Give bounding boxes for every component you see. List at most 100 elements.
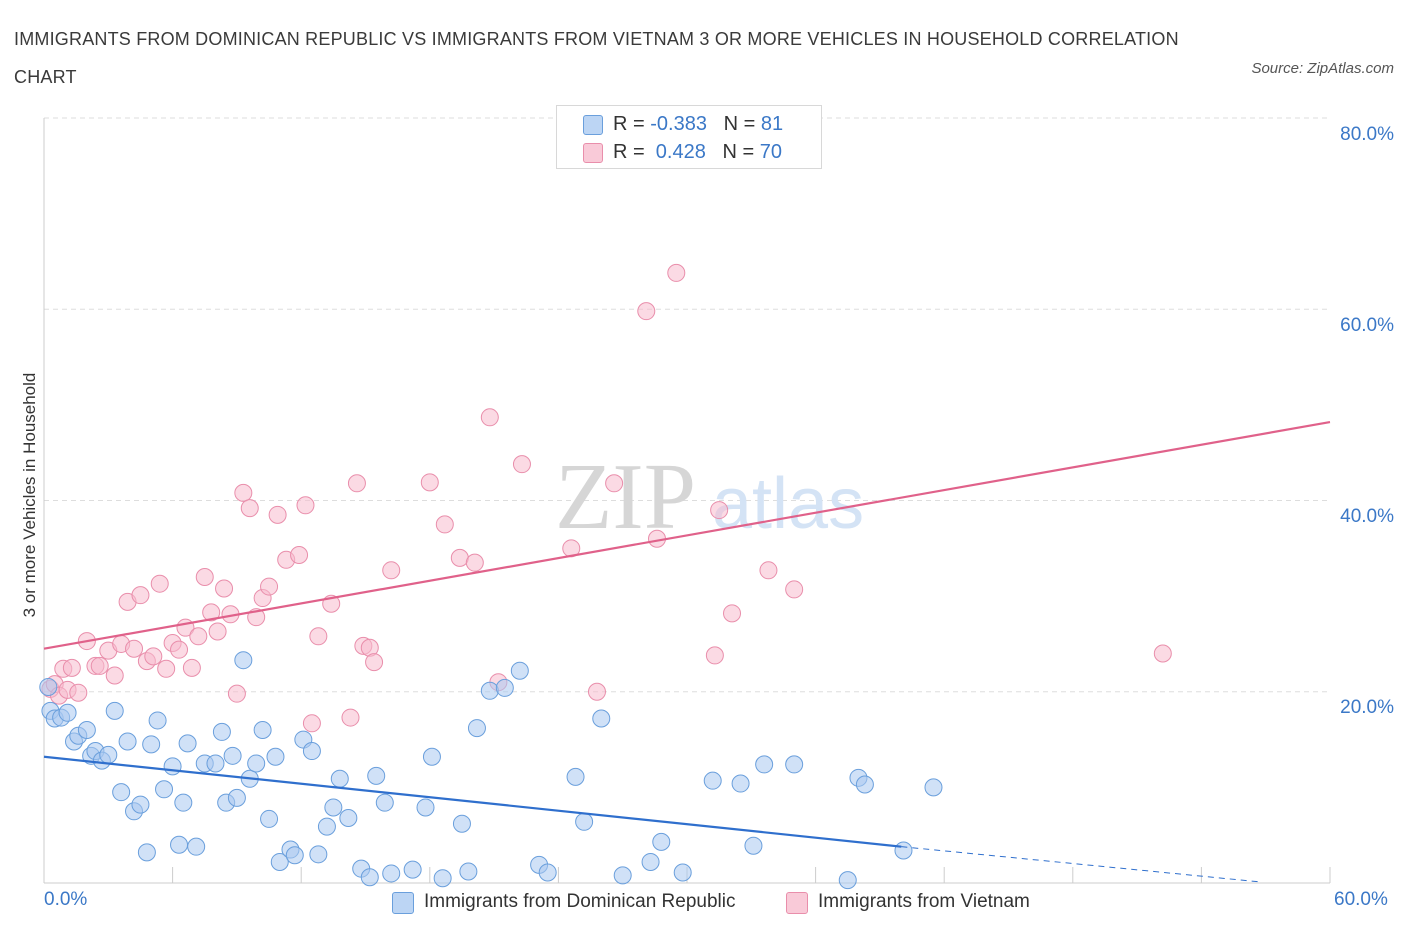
dominican-point bbox=[142, 735, 161, 754]
dominican-point bbox=[575, 812, 594, 831]
dominican-point bbox=[339, 808, 358, 827]
legend-r-value: 0.428 bbox=[650, 141, 706, 163]
dominican-point bbox=[131, 795, 150, 814]
dominican-point bbox=[234, 651, 253, 670]
vietnam-point bbox=[296, 496, 315, 515]
legend-n-value: 81 bbox=[760, 113, 784, 135]
vietnam-point bbox=[131, 586, 150, 605]
dominican-point bbox=[452, 814, 471, 833]
dominican-point bbox=[148, 711, 167, 730]
dominican-point bbox=[302, 742, 321, 761]
vietnam-point bbox=[420, 473, 439, 492]
vietnam-point bbox=[341, 708, 360, 727]
vietnam-point bbox=[105, 666, 124, 685]
legend-swatch-blue bbox=[583, 115, 603, 135]
legend-row-dominican: R = -0.383 N = 81 bbox=[583, 111, 783, 137]
dominican-point bbox=[112, 783, 131, 802]
dominican-point bbox=[382, 864, 401, 883]
dominican-point bbox=[266, 747, 285, 766]
vietnam-point bbox=[144, 647, 163, 666]
vietnam-point bbox=[302, 714, 321, 733]
y-tick-label-20: 20.0% bbox=[1340, 697, 1394, 718]
dominican-point bbox=[247, 754, 266, 773]
vietnam-trend-line bbox=[43, 421, 1331, 650]
dominican-point bbox=[174, 793, 193, 812]
dominican-point bbox=[785, 755, 804, 774]
vietnam-point bbox=[309, 627, 328, 646]
dominican-point bbox=[403, 860, 422, 879]
vietnam-point bbox=[1153, 644, 1172, 663]
dominican-point bbox=[416, 798, 435, 817]
dominican-point bbox=[227, 788, 246, 807]
dominican-point bbox=[838, 871, 857, 890]
dominican-point bbox=[187, 837, 206, 856]
correlation-legend: R = -0.383 N = 81 R = 0.428 N = 70 bbox=[556, 105, 822, 169]
legend-n-label: N = bbox=[722, 141, 760, 163]
dominican-trend-line bbox=[43, 755, 902, 848]
y-tick-label-40: 40.0% bbox=[1340, 506, 1394, 527]
vietnam-point bbox=[759, 561, 778, 580]
legend-r-label: R = bbox=[613, 141, 651, 163]
dominican-point bbox=[330, 769, 349, 788]
chart-title: IMMIGRANTS FROM DOMINICAN REPUBLIC VS IM… bbox=[14, 29, 1179, 87]
legend-label-dominican: Immigrants from Dominican Republic bbox=[424, 891, 736, 912]
watermark-zip: ZIP bbox=[555, 445, 696, 549]
dominican-point bbox=[433, 869, 452, 888]
legend-n-value: 70 bbox=[759, 141, 783, 163]
dominican-point bbox=[422, 747, 441, 766]
dominican-point bbox=[178, 734, 197, 753]
dominican-point bbox=[731, 774, 750, 793]
dominican-point bbox=[673, 863, 692, 882]
vietnam-point bbox=[667, 263, 686, 282]
dominican-point bbox=[118, 732, 137, 751]
dominican-point bbox=[285, 846, 304, 865]
dominican-point bbox=[613, 866, 632, 885]
vietnam-point bbox=[785, 580, 804, 599]
vietnam-point bbox=[587, 682, 606, 701]
dominican-point bbox=[538, 863, 557, 882]
dominican-point bbox=[367, 766, 386, 785]
vietnam-point bbox=[637, 302, 656, 321]
trend-lines bbox=[43, 421, 1331, 883]
vietnam-point bbox=[365, 653, 384, 672]
dominican-point bbox=[510, 661, 529, 680]
dominican-point bbox=[253, 721, 272, 739]
y-tick-label-80: 80.0% bbox=[1340, 124, 1394, 145]
vietnam-point bbox=[347, 474, 366, 493]
vietnam-point bbox=[480, 408, 499, 427]
dominican-point bbox=[155, 780, 174, 799]
dominican-point bbox=[212, 722, 231, 741]
legend-n-label: N = bbox=[723, 113, 761, 135]
dominican-point bbox=[894, 841, 913, 860]
dominican-point bbox=[592, 709, 611, 728]
dominican-point bbox=[755, 755, 774, 774]
y-axis-label: 3 or more Vehicles in Household bbox=[20, 372, 39, 618]
dominican-point bbox=[99, 745, 118, 764]
vietnam-point bbox=[62, 658, 81, 677]
dominican-point bbox=[459, 862, 478, 881]
x-tick-label-min: 0.0% bbox=[44, 889, 88, 910]
dominican-point bbox=[375, 793, 394, 812]
vietnam-point bbox=[450, 548, 469, 567]
vietnam-point bbox=[705, 646, 724, 665]
dominican-point bbox=[58, 703, 77, 722]
legend-r-label: R = bbox=[613, 113, 651, 135]
vietnam-point bbox=[195, 568, 214, 586]
dominican-point bbox=[105, 701, 124, 720]
dominican-point bbox=[206, 754, 225, 773]
y-tick-label-60: 60.0% bbox=[1340, 315, 1394, 336]
dominican-point bbox=[855, 775, 874, 794]
dominican-point bbox=[495, 678, 514, 697]
dominican-point bbox=[480, 681, 499, 700]
dominican-point bbox=[360, 868, 379, 887]
vietnam-point bbox=[227, 684, 246, 703]
dominican-point bbox=[317, 817, 336, 836]
dominican-point bbox=[641, 852, 660, 871]
vietnam-point bbox=[710, 501, 729, 520]
vietnam-point bbox=[435, 515, 454, 534]
vietnam-point bbox=[605, 474, 624, 493]
vietnam-point bbox=[157, 659, 176, 678]
dominican-point bbox=[77, 721, 96, 739]
dominican-point bbox=[137, 843, 156, 862]
vietnam-point bbox=[234, 483, 253, 502]
